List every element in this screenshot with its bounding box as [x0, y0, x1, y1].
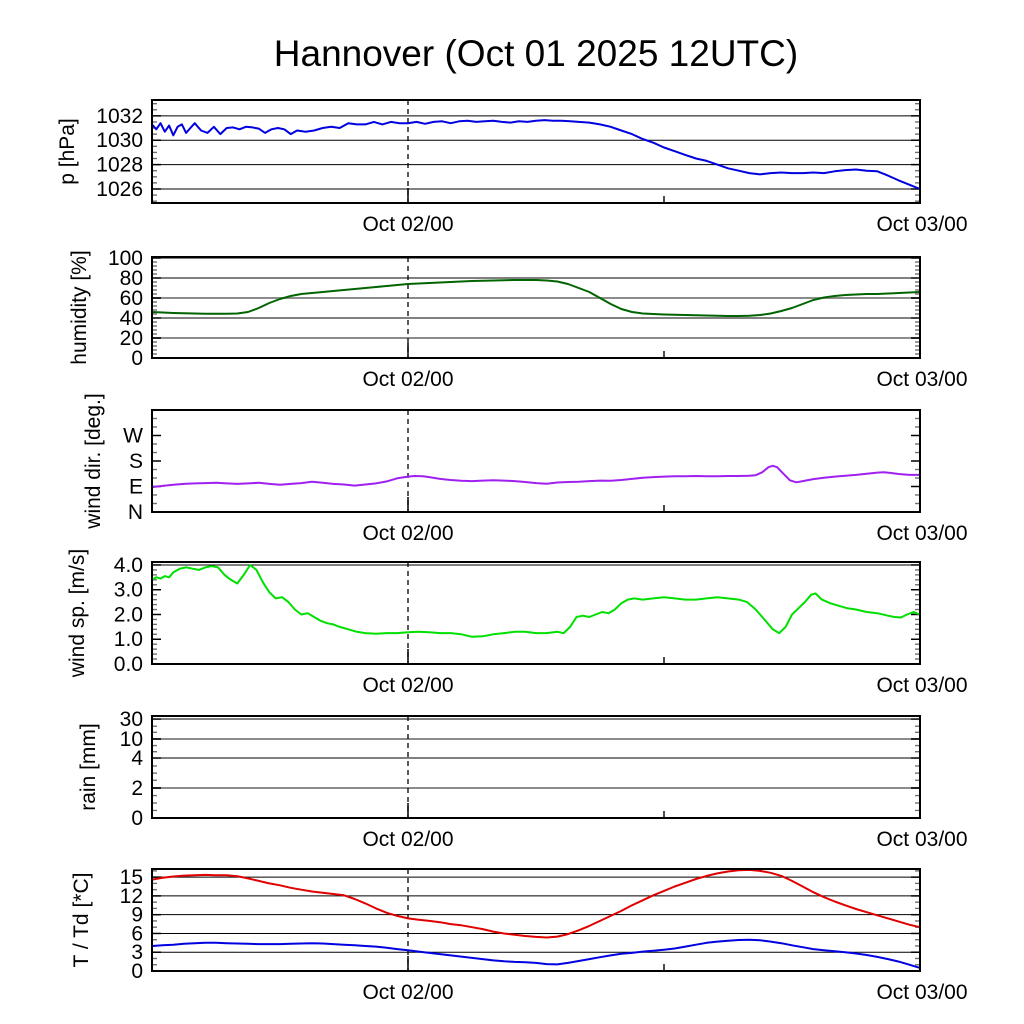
y-tick-label: 1028	[96, 154, 143, 177]
y-axis-label-humidity: humidity [%]	[68, 250, 91, 364]
x-tick-label: Oct 02/00	[362, 828, 453, 851]
y-axis-label-wind-speed: wind sp. [m/s]	[66, 549, 89, 678]
x-tick-label: Oct 02/00	[362, 213, 453, 236]
x-tick-label: Oct 02/00	[362, 981, 453, 1004]
temperature-series	[151, 868, 921, 939]
humidity-series	[151, 279, 921, 317]
y-tick-label: 3.0	[114, 579, 143, 602]
x-tick-label: Oct 02/00	[362, 674, 453, 697]
y-tick-label: 0	[131, 347, 143, 370]
y-axis-label-pressure: p [hPa]	[56, 118, 79, 185]
plot-border	[151, 409, 921, 513]
x-tick-label: Oct 03/00	[876, 522, 967, 545]
y-tick-label: 0	[131, 960, 143, 983]
y-tick-label: 40	[120, 307, 143, 330]
x-tick-label: Oct 03/00	[876, 368, 967, 391]
y-tick-label: N	[128, 501, 143, 524]
x-tick-label: Oct 03/00	[876, 213, 967, 236]
plot-border	[151, 868, 921, 972]
y-tick-label: 9	[131, 904, 143, 927]
y-tick-label: 10	[120, 728, 143, 751]
y-tick-label: 0.0	[114, 653, 143, 676]
y-tick-label: 6	[131, 922, 143, 945]
y-tick-label: 20	[120, 327, 143, 350]
y-tick-label: 1.0	[114, 628, 143, 651]
x-tick-label: Oct 03/00	[876, 981, 967, 1004]
y-tick-label: 80	[120, 267, 143, 290]
x-tick-label: Oct 02/00	[362, 368, 453, 391]
y-tick-label: W	[123, 425, 143, 448]
y-axis-label-temperature: T / Td [*C]	[70, 873, 93, 968]
y-tick-label: 100	[108, 247, 143, 270]
x-tick-label: Oct 03/00	[876, 828, 967, 851]
y-tick-label: 15	[120, 866, 143, 889]
y-tick-label: 12	[120, 885, 143, 908]
y-tick-label: 2	[131, 777, 143, 800]
y-tick-label: S	[129, 450, 143, 473]
plot-border	[151, 99, 921, 204]
y-tick-label: E	[129, 476, 143, 499]
x-tick-label: Oct 02/00	[362, 522, 453, 545]
y-tick-label: 1032	[96, 105, 143, 128]
y-tick-label: 4	[131, 747, 143, 770]
y-tick-label: 30	[120, 708, 143, 731]
y-tick-label: 0	[131, 807, 143, 830]
plot-border	[151, 715, 921, 819]
y-tick-label: 1030	[96, 129, 143, 152]
dew_point-series	[151, 938, 921, 969]
wind_speed-series	[151, 564, 921, 638]
pressure-series	[151, 119, 921, 190]
y-tick-label: 2.0	[114, 603, 143, 626]
y-axis-label-wind-direction: wind dir. [deg.]	[82, 393, 105, 529]
y-tick-label: 60	[120, 287, 143, 310]
panel-wind-speed: 0.01.02.03.04.0 wind sp. [m/s] Oct 02/00 Oc…	[66, 549, 968, 697]
plot-border	[151, 256, 921, 359]
y-tick-label: 3	[131, 941, 143, 964]
page-title: Hannover (Oct 01 2025 12UTC)	[273, 33, 799, 74]
y-tick-label: 1026	[96, 178, 143, 201]
plot-border	[151, 561, 921, 665]
x-tick-label: Oct 03/00	[876, 674, 967, 697]
wind_direction-series	[151, 464, 921, 489]
y-tick-label: 4.0	[114, 554, 143, 577]
y-axis-label-rain: rain [mm]	[77, 723, 100, 811]
